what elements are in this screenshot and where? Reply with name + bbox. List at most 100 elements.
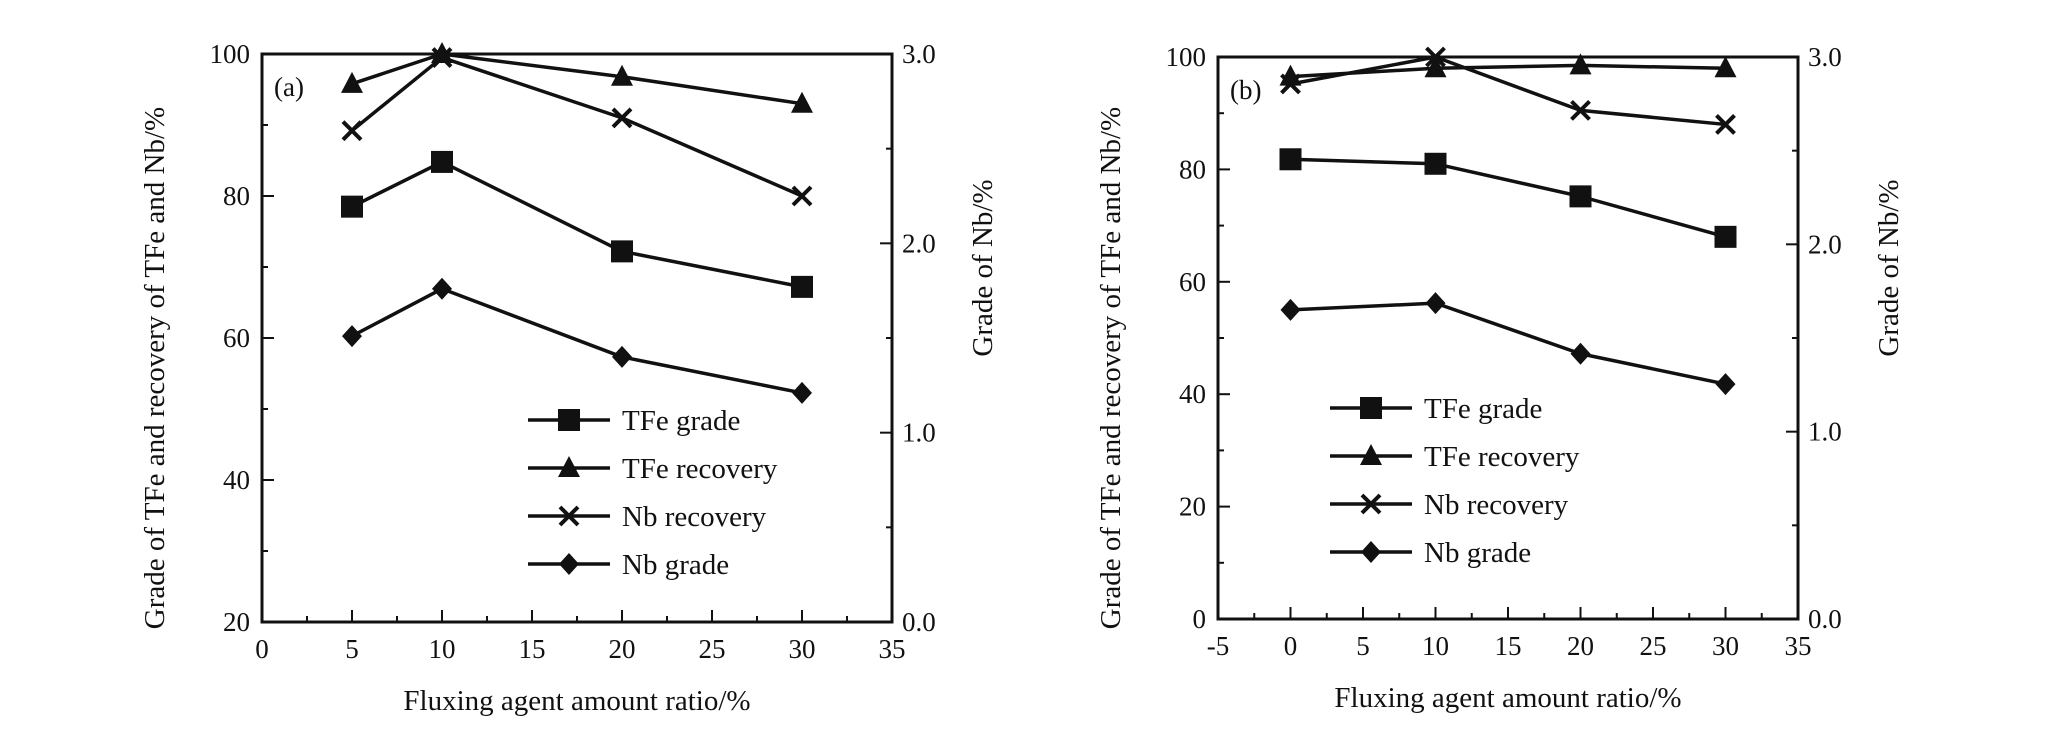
x-tick-label: 25 (699, 634, 726, 664)
series-line (351, 52, 803, 106)
series-line (1290, 301, 1726, 386)
y-right-tick-label: 0.0 (902, 607, 936, 637)
y-left-axis-title: Grade of TFe and recovery of TFe and Nb/… (139, 107, 171, 629)
x-tick-label: 35 (1785, 631, 1812, 661)
panel-a: 0 5 10 15 20 25 30 35 20 40 60 80 100 0.0 1.0 2.0 3.0 Flu… (139, 39, 999, 717)
data-point (1425, 292, 1446, 315)
data-point (1425, 46, 1446, 68)
data-point (1570, 342, 1591, 365)
y-left-tick-label: 60 (1179, 267, 1206, 297)
data-point (431, 150, 453, 173)
data-point (341, 120, 363, 142)
y-right-tick-label: 2.0 (902, 228, 936, 258)
series-line (1290, 55, 1726, 127)
data-point (1280, 73, 1301, 95)
y-left-tick-label: 60 (223, 323, 250, 353)
data-point (1569, 53, 1592, 75)
legend-marker (1361, 541, 1381, 563)
series-nb-recovery (1280, 46, 1736, 135)
x-tick-label: 20 (609, 634, 636, 664)
legend-label: TFe grade (1424, 393, 1542, 425)
x-tick-label: 35 (879, 634, 906, 664)
data-point (1569, 185, 1592, 208)
y-right-tick-label: 3.0 (902, 39, 936, 69)
legend-marker (558, 456, 580, 477)
y-left-tick-label: 0 (1193, 604, 1207, 634)
legend-label: Nb recovery (622, 501, 767, 533)
x-tick-label: 30 (1712, 631, 1739, 661)
data-point (611, 107, 633, 129)
y-left-tick-label: 20 (1179, 492, 1206, 522)
y-right-tick-label: 3.0 (1808, 42, 1842, 72)
y-left-tick-label: 80 (1179, 154, 1206, 184)
series-nb-recovery (341, 47, 813, 207)
panel-b: -5 0 5 10 15 20 25 30 350204060801000.01.02.03.0… (1095, 42, 1905, 714)
y-left-tick-label: 100 (210, 39, 251, 69)
data-point (341, 195, 363, 218)
data-point (1279, 148, 1302, 171)
data-point (611, 64, 633, 86)
y-left-tick-label: 40 (1179, 379, 1206, 409)
series-tfe-grade (1279, 148, 1737, 248)
legend-label: Nb grade (622, 549, 729, 581)
data-point (1714, 225, 1737, 248)
y-left-tick-label: 100 (1166, 42, 1207, 72)
data-point (792, 381, 812, 404)
x-axis-title: Fluxing agent amount ratio/% (1334, 682, 1681, 714)
data-point (432, 277, 452, 300)
y-right-axis-title: Grade of Nb/% (967, 179, 999, 356)
data-point (341, 71, 363, 93)
x-tick-label: 10 (1422, 631, 1449, 661)
series-nb-grade (342, 277, 812, 404)
data-point (791, 91, 813, 113)
legend-marker (558, 505, 580, 527)
x-tick-label: 15 (519, 634, 546, 664)
series-line (351, 160, 803, 289)
x-tick-label: 5 (345, 634, 359, 664)
y-right-tick-label: 2.0 (1808, 229, 1842, 259)
legend-label: TFe recovery (1424, 441, 1580, 473)
y-left-tick-label: 20 (223, 607, 250, 637)
data-point (791, 275, 813, 298)
legend: TFe grade TFe recovery Nb recovery Nb grade (1330, 393, 1580, 569)
series-line (350, 55, 803, 198)
y-right-tick-label: 1.0 (1808, 417, 1842, 447)
series-line (1290, 63, 1726, 79)
data-point (1714, 56, 1737, 78)
y-left-axis-title: Grade of TFe and recovery of TFe and Nb/… (1095, 107, 1127, 629)
legend-marker (1360, 444, 1382, 465)
data-point (1570, 99, 1591, 121)
legend-label: Nb grade (1424, 537, 1531, 569)
y-right-axis-title: Grade of Nb/% (1873, 179, 1905, 356)
legend: TFe grade TFe recovery Nb recovery Nb grade (528, 405, 778, 581)
data-point (791, 185, 813, 207)
y-left-tick-label: 80 (223, 181, 250, 211)
x-axis-title: Fluxing agent amount ratio/% (403, 685, 750, 717)
x-tick-label: 0 (1284, 631, 1298, 661)
data-point (1424, 56, 1447, 78)
legend-marker (1360, 397, 1382, 419)
y-left-tick-label: 40 (223, 465, 250, 495)
data-point (431, 47, 453, 68)
data-point (1715, 114, 1736, 135)
data-point (1424, 152, 1447, 175)
panel-label: (b) (1230, 75, 1261, 105)
legend-marker (559, 553, 579, 575)
legend-label: Nb recovery (1424, 489, 1569, 521)
data-point (612, 345, 632, 368)
series-tfe-recovery (341, 42, 813, 113)
x-tick-label: -5 (1207, 631, 1230, 661)
legend-label: TFe recovery (622, 453, 778, 485)
y-right-tick-label: 1.0 (902, 418, 936, 448)
legend-marker (1360, 493, 1382, 515)
x-tick-label: 0 (255, 634, 269, 664)
panel-label: (a) (274, 72, 304, 102)
plot-frame (1216, 55, 1800, 621)
series-line (351, 287, 803, 395)
x-tick-label: 15 (1495, 631, 1522, 661)
data-point (342, 325, 362, 348)
series-line (1290, 157, 1726, 239)
x-tick-label: 5 (1356, 631, 1370, 661)
legend-label: TFe grade (622, 405, 740, 437)
